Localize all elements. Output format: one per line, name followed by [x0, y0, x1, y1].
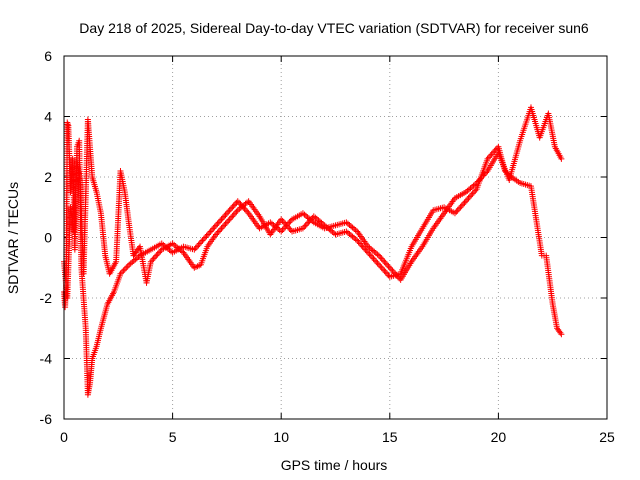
tick-labels: 0 5 10 15 20 25 -6 -4 -2 0 2 4 6 [40, 48, 615, 445]
y-tick-label: 6 [44, 48, 52, 64]
y-tick-label: -4 [40, 351, 53, 367]
data-points [61, 104, 565, 398]
y-tick-label: 2 [44, 169, 52, 185]
y-axis-label: SDTVAR / TECUs [5, 182, 21, 294]
x-tick-label: 20 [491, 429, 507, 445]
x-tick-label: 10 [273, 429, 289, 445]
y-tick-label: 4 [44, 109, 52, 125]
x-axis-label: GPS time / hours [281, 457, 388, 473]
chart-title: Day 218 of 2025, Sidereal Day-to-day VTE… [79, 20, 589, 36]
series-trace-b [61, 116, 565, 338]
grid-lines [64, 56, 607, 419]
x-tick-label: 15 [382, 429, 398, 445]
x-tick-label: 5 [169, 429, 177, 445]
data-point [507, 172, 514, 179]
x-tick-label: 0 [60, 429, 68, 445]
x-tick-label: 25 [599, 429, 615, 445]
data-point [558, 155, 565, 162]
y-tick-label: 0 [44, 230, 52, 246]
plot-frame [63, 55, 608, 420]
y-tick-label: -6 [40, 411, 53, 427]
y-tick-label: -2 [40, 290, 53, 306]
data-point [558, 331, 565, 338]
